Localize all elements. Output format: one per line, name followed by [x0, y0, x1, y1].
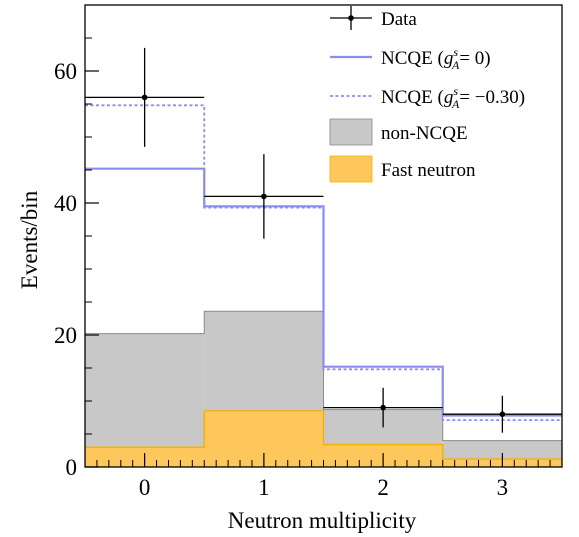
legend-prefix: NCQE (	[381, 48, 444, 69]
legend-nonncqe-label: non-NCQE	[381, 123, 468, 144]
legend-data-label: Data	[381, 9, 417, 30]
legend-g: g	[444, 87, 454, 108]
legend-data-marker	[348, 15, 354, 21]
y-tick-label: 60	[54, 59, 77, 84]
x-axis-label: Neutron multiplicity	[228, 508, 417, 533]
legend-nonncqe-swatch	[329, 118, 373, 146]
data-point	[204, 154, 324, 239]
data-points	[85, 47, 562, 433]
legend-sub: A	[451, 58, 460, 72]
x-tick-label: 3	[497, 475, 509, 500]
legend-g: g	[444, 48, 454, 69]
legend-sup: s	[453, 45, 458, 59]
y-tick-label: 40	[54, 191, 77, 216]
legend-sub: A	[451, 97, 460, 111]
non-ncqe-bar	[85, 333, 205, 467]
data-marker	[261, 193, 267, 200]
legend-suffix: = −0.30)	[459, 87, 525, 108]
legend-prefix: NCQE (	[381, 87, 444, 108]
data-marker	[380, 404, 386, 411]
axes: 0 20 40 60 0 1 2 3	[54, 4, 563, 500]
data-point	[85, 47, 205, 147]
legend-fast-label: Fast neutron	[381, 160, 476, 181]
fast-neutron-edge	[85, 410, 562, 460]
data-point	[323, 387, 443, 428]
x-tick-label: 0	[139, 475, 151, 500]
y-axis-label: Events/bin	[17, 190, 42, 289]
legend-ncqe0-label: NCQE (gs A= 0)	[381, 45, 491, 72]
legend-sup: s	[453, 84, 458, 98]
legend-fast-swatch	[329, 155, 373, 183]
x-tick-label: 2	[377, 475, 389, 500]
data-point	[442, 395, 562, 433]
x-tick-label: 1	[258, 475, 270, 500]
y-tick-label: 20	[54, 323, 77, 348]
legend-suffix: = 0)	[459, 48, 490, 69]
data-marker	[499, 411, 506, 418]
legend-ncqe30-label: NCQE (gs A= −0.30)	[381, 84, 525, 111]
data-marker	[141, 94, 148, 101]
y-tick-label: 0	[66, 455, 78, 480]
